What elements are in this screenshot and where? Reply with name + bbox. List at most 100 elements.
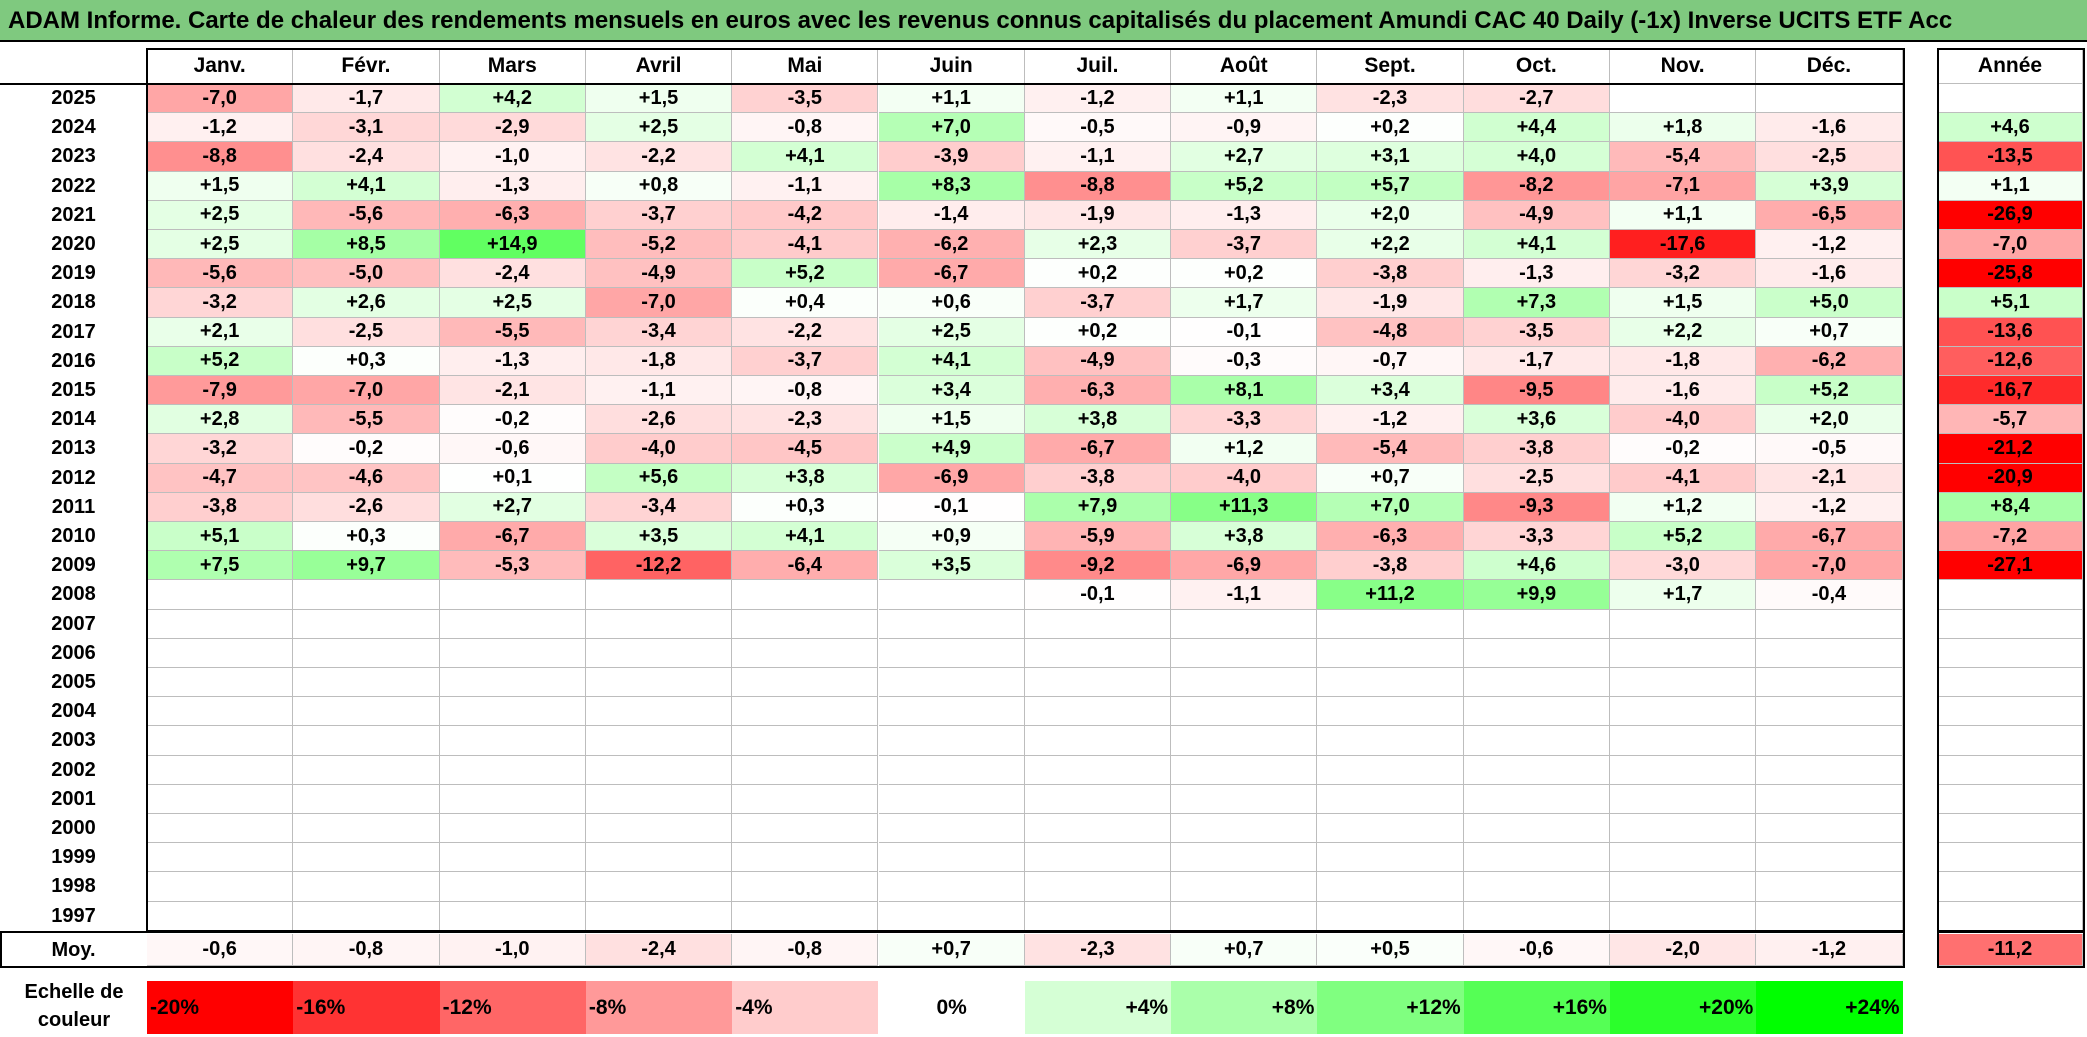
heatmap-cell	[293, 580, 440, 610]
heatmap-cell: -1,7	[1463, 346, 1610, 376]
heatmap-cell	[1610, 668, 1757, 698]
heatmap-cell: -2,5	[1463, 463, 1610, 493]
year-label: 2008	[51, 583, 96, 606]
heatmap-cell	[878, 872, 1025, 902]
heatmap-cell: -4,1	[1610, 463, 1757, 493]
heatmap-cell: -0,9	[1171, 113, 1318, 143]
heatmap-cell	[1463, 901, 1610, 931]
year-label: 2021	[51, 203, 96, 226]
heatmap-cell	[732, 843, 879, 873]
heatmap-cell	[1756, 814, 1903, 844]
heatmap-cell: -0,2	[293, 434, 440, 464]
heatmap-cell	[1024, 901, 1172, 931]
heatmap-cell	[147, 668, 294, 698]
heatmap-cell: -6,7	[439, 522, 586, 552]
heatmap-cell: -1,0	[439, 142, 586, 172]
heatmap-cell	[732, 784, 879, 814]
heatmap-cell: +2,5	[439, 288, 586, 318]
heatmap-cell: -3,8	[1317, 259, 1464, 289]
heatmap-cell	[1610, 84, 1757, 114]
heatmap-cell	[1463, 872, 1610, 902]
heatmap-cell	[585, 814, 733, 844]
annual-cell: -27,1	[1938, 551, 2083, 581]
heatmap-cell	[732, 814, 879, 844]
heatmap-cell: +2,0	[1317, 200, 1464, 230]
heatmap-cell: -1,6	[1756, 113, 1903, 143]
heatmap-cell	[1317, 843, 1464, 873]
heatmap-cell	[1756, 726, 1903, 756]
heatmap-cell: -1,8	[585, 346, 733, 376]
heatmap-cell: -1,7	[293, 84, 440, 114]
heatmap-cell: +0,7	[1756, 317, 1903, 347]
scale-swatch: -4%	[732, 981, 879, 1034]
heatmap-cell: -4,0	[1171, 463, 1318, 493]
heatmap-cell	[1610, 901, 1757, 931]
month-header: Avril	[585, 48, 733, 84]
heatmap-cell: +7,0	[878, 113, 1025, 143]
heatmap-cell	[585, 901, 733, 931]
heatmap-cell	[439, 697, 586, 727]
annual-cell	[1938, 638, 2083, 668]
scale-swatch: +4%	[1024, 981, 1172, 1034]
heatmap-cell	[585, 843, 733, 873]
heatmap-cell: -5,2	[585, 230, 733, 260]
heatmap-cell	[147, 755, 294, 785]
heatmap-cell: -9,5	[1463, 376, 1610, 406]
heatmap-cell: -1,6	[1756, 259, 1903, 289]
heatmap-cell: +5,6	[585, 463, 733, 493]
heatmap-cell: +2,5	[147, 200, 294, 230]
heatmap-cell: +3,6	[1463, 405, 1610, 435]
heatmap-cell	[878, 814, 1025, 844]
heatmap-cell: +0,6	[878, 288, 1025, 318]
heatmap-cell: +4,2	[439, 84, 586, 114]
heatmap-cell	[1171, 609, 1318, 639]
heatmap-cell: -5,9	[1024, 522, 1172, 552]
heatmap-cell	[439, 668, 586, 698]
heatmap-cell	[1317, 901, 1464, 931]
heatmap-cell	[878, 697, 1025, 727]
year-label: 2019	[51, 262, 96, 285]
year-label: 2015	[51, 379, 96, 402]
heatmap-cell	[1171, 755, 1318, 785]
heatmap-cell: -1,8	[1610, 346, 1757, 376]
heatmap-cell: -3,4	[585, 317, 733, 347]
heatmap-cell	[1756, 784, 1903, 814]
heatmap-cell: -3,3	[1171, 405, 1318, 435]
average-cell: -2,4	[585, 934, 733, 966]
heatmap-cell	[1463, 726, 1610, 756]
heatmap-cell	[293, 843, 440, 873]
heatmap-cell	[293, 726, 440, 756]
month-header: Août	[1171, 48, 1318, 84]
annual-cell	[1938, 84, 2083, 114]
heatmap-cell	[1610, 755, 1757, 785]
heatmap-cell: -0,7	[1317, 346, 1464, 376]
year-label: 2001	[51, 787, 96, 810]
heatmap-cell	[293, 814, 440, 844]
heatmap-cell: -3,5	[1463, 317, 1610, 347]
heatmap-cell: +2,5	[878, 317, 1025, 347]
heatmap-cell	[1171, 697, 1318, 727]
heatmap-cell: +1,5	[1610, 288, 1757, 318]
heatmap-cell	[293, 638, 440, 668]
heatmap-cell: -8,8	[147, 142, 294, 172]
heatmap-cell	[147, 580, 294, 610]
heatmap-cell: -0,2	[1610, 434, 1757, 464]
heatmap-cell	[147, 843, 294, 873]
heatmap-cell	[1024, 609, 1172, 639]
title-bar: ADAM Informe. Carte de chaleur des rende…	[0, 0, 2087, 42]
heatmap-cell: +7,3	[1463, 288, 1610, 318]
heatmap-cell: -2,1	[1756, 463, 1903, 493]
heatmap-cell: -9,3	[1463, 492, 1610, 522]
year-label: 2000	[51, 817, 96, 840]
heatmap-cell: -1,2	[1317, 405, 1464, 435]
heatmap-cell: -1,4	[878, 200, 1025, 230]
heatmap-cell: -4,5	[732, 434, 879, 464]
month-header: Juil.	[1024, 48, 1172, 84]
heatmap-cell: +3,5	[878, 551, 1025, 581]
heatmap-cell: +2,3	[1024, 230, 1172, 260]
heatmap-cell: -7,9	[147, 376, 294, 406]
year-label: 2007	[51, 612, 96, 635]
heatmap-cell: +0,9	[878, 522, 1025, 552]
average-cell: -0,8	[293, 934, 440, 966]
heatmap-cell: +0,3	[293, 522, 440, 552]
